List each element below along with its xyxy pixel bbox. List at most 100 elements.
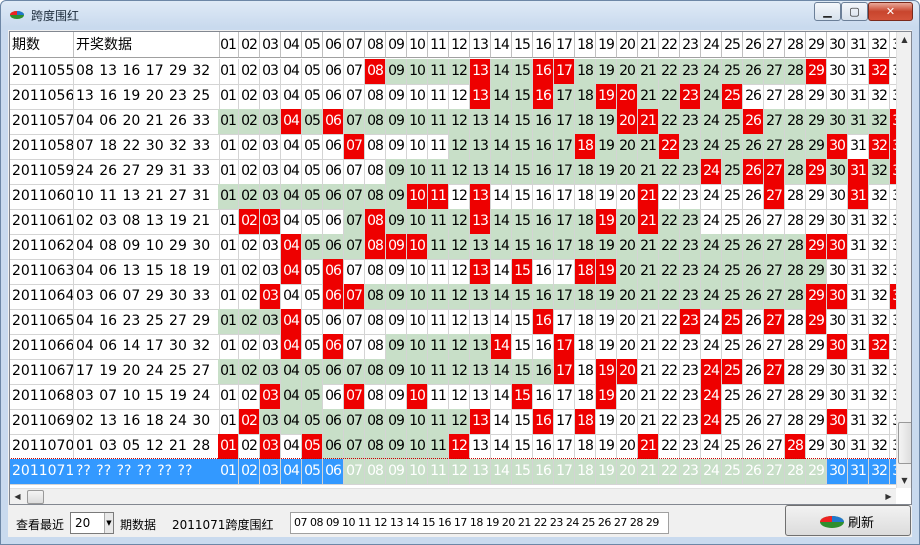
header-number[interactable]: 12 xyxy=(449,32,470,58)
close-button[interactable]: ✕ xyxy=(868,2,913,21)
header-number[interactable]: 02 xyxy=(239,32,260,58)
header-number[interactable]: 32 xyxy=(869,32,890,58)
header-number[interactable]: 31 xyxy=(848,32,869,58)
table-row-selected[interactable]: 2011071?? ?? ?? ?? ?? ?? 01 02 03 04 05 06 07 08… xyxy=(10,458,911,485)
table-row[interactable]: 2011069 02 13 16 18 24 30 01 02 03 04 05 06 07 08… xyxy=(10,409,911,435)
header-number[interactable]: 04 xyxy=(281,32,302,58)
table-row[interactable]: 2011065 04 16 23 25 27 29 01 02 03 04 05 06 07 08… xyxy=(10,309,911,335)
header-number[interactable]: 13 xyxy=(470,32,491,58)
result-numbers-field[interactable]: 07 08 09 10 11 12 13 14 15 16 17 18 19 2… xyxy=(290,512,669,534)
number-cell-hit: 24 xyxy=(701,359,722,385)
number-cell: 29 xyxy=(806,109,827,135)
client-area: 期数 开奖数据 01 02 03 04 05 06 07 08 09 10 11 12 13 14 15 16… xyxy=(8,30,912,537)
number-cell: 09 xyxy=(386,109,407,135)
number-cell: 03 xyxy=(260,184,281,210)
period-cell: 2011065 xyxy=(10,309,74,335)
table-row[interactable]: 2011055 08 13 16 17 29 32 01 02 03 04 05 06 07 08… xyxy=(10,59,911,85)
number-cell: 03 xyxy=(260,59,281,85)
header-number[interactable]: 17 xyxy=(554,32,575,58)
number-cell: 31 xyxy=(848,234,869,260)
number-cell-hit: 27 xyxy=(764,184,785,210)
number-cell: 24 xyxy=(701,309,722,335)
horizontal-scrollbar[interactable]: ◀ ▶ xyxy=(10,488,896,504)
number-cell: 06 xyxy=(323,84,344,110)
number-cell: 11 xyxy=(428,359,449,385)
header-number[interactable]: 28 xyxy=(785,32,806,58)
scroll-left-icon[interactable]: ◀ xyxy=(14,492,21,501)
header-number[interactable]: 23 xyxy=(680,32,701,58)
header-number[interactable]: 05 xyxy=(302,32,323,58)
header-number[interactable]: 30 xyxy=(827,32,848,58)
vertical-scroll-thumb[interactable] xyxy=(898,422,911,464)
header-period[interactable]: 期数 xyxy=(10,32,74,58)
data-grid[interactable]: 期数 开奖数据 01 02 03 04 05 06 07 08 09 10 11 12 13 14 15 16… xyxy=(9,31,912,505)
table-row[interactable]: 2011061 02 03 08 13 19 21 01 02 03 04 05 06 07 08… xyxy=(10,209,911,235)
table-row[interactable]: 2011070 01 03 05 12 21 28 01 02 03 04 05 06 07 08… xyxy=(10,434,911,460)
scroll-up-icon[interactable]: ▲ xyxy=(901,35,908,44)
number-cell: 29 xyxy=(806,134,827,160)
header-number[interactable]: 07 xyxy=(344,32,365,58)
number-cell: 30 xyxy=(827,209,848,235)
header-number[interactable]: 06 xyxy=(323,32,344,58)
scroll-down-icon[interactable]: ▼ xyxy=(901,476,908,485)
header-number[interactable]: 20 xyxy=(617,32,638,58)
header-draw[interactable]: 开奖数据 xyxy=(73,32,220,58)
number-cell: 31 xyxy=(848,284,869,310)
header-number[interactable]: 27 xyxy=(764,32,785,58)
maximize-button[interactable]: ▢ xyxy=(841,2,868,21)
header-number[interactable]: 09 xyxy=(386,32,407,58)
table-row[interactable]: 2011068 03 07 10 15 19 24 01 02 03 04 05 06 07 08… xyxy=(10,384,911,410)
number-cell: 13 xyxy=(470,109,491,135)
number-cell-hit: 25 xyxy=(722,359,743,385)
number-cell: 21 xyxy=(638,234,659,260)
table-row[interactable]: 2011067 17 19 20 24 25 27 01 02 03 04 05 06 07 08… xyxy=(10,359,911,385)
number-cell: 27 xyxy=(764,109,785,135)
vertical-scrollbar[interactable]: ▲ ▼ xyxy=(896,32,911,488)
table-row[interactable]: 2011057 04 06 20 21 26 33 01 02 03 04 05 06 07 08… xyxy=(10,109,911,135)
table-row[interactable]: 2011063 04 06 13 15 18 19 01 02 03 04 05 06 07 08… xyxy=(10,259,911,285)
dropdown-arrow-icon[interactable]: ▼ xyxy=(104,513,113,533)
header-number[interactable]: 25 xyxy=(722,32,743,58)
table-row[interactable]: 2011066 04 06 14 17 30 32 01 02 03 04 05 06 07 08… xyxy=(10,334,911,360)
header-number[interactable]: 24 xyxy=(701,32,722,58)
number-cell: 03 xyxy=(260,409,281,435)
table-row[interactable]: 2011062 04 08 09 10 29 30 01 02 03 04 05 06 07 08… xyxy=(10,234,911,260)
header-number[interactable]: 08 xyxy=(365,32,386,58)
number-cell: 21 xyxy=(638,459,659,485)
header-number[interactable]: 16 xyxy=(533,32,554,58)
number-cell: 15 xyxy=(512,234,533,260)
header-number[interactable]: 14 xyxy=(491,32,512,58)
header-number[interactable]: 01 xyxy=(218,32,239,58)
number-cell: 19 xyxy=(596,134,617,160)
header-number[interactable]: 15 xyxy=(512,32,533,58)
number-cell: 14 xyxy=(491,459,512,485)
number-cell: 09 xyxy=(386,309,407,335)
minimize-button[interactable]: ▁ xyxy=(814,2,841,21)
number-cell: 16 xyxy=(533,334,554,360)
recent-label: 查看最近 xyxy=(16,518,65,532)
number-cell-hit: 13 xyxy=(470,59,491,85)
table-row[interactable]: 2011060 10 11 13 21 27 31 01 02 03 04 05 06 07 08… xyxy=(10,184,911,210)
table-row[interactable]: 2011064 03 06 07 29 30 33 01 02 03 04 05 06 07 08… xyxy=(10,284,911,310)
header-number[interactable]: 19 xyxy=(596,32,617,58)
header-number[interactable]: 11 xyxy=(428,32,449,58)
header-number[interactable]: 10 xyxy=(407,32,428,58)
header-number[interactable]: 22 xyxy=(659,32,680,58)
table-row[interactable]: 2011058 07 18 22 30 32 33 01 02 03 04 05 06 07 08… xyxy=(10,134,911,160)
table-row[interactable]: 2011059 24 26 27 29 31 33 01 02 03 04 05 06 07 08… xyxy=(10,159,911,185)
header-number[interactable]: 21 xyxy=(638,32,659,58)
horizontal-scroll-thumb[interactable] xyxy=(27,490,44,504)
number-cell: 22 xyxy=(659,159,680,185)
refresh-button[interactable]: 刷新 xyxy=(785,505,911,536)
number-cell: 16 xyxy=(533,234,554,260)
header-number[interactable]: 03 xyxy=(260,32,281,58)
number-cell: 10 xyxy=(407,259,428,285)
number-cell: 31 xyxy=(848,359,869,385)
number-cell: 01 xyxy=(218,84,239,110)
scroll-right-icon[interactable]: ▶ xyxy=(885,492,892,501)
header-number[interactable]: 18 xyxy=(575,32,596,58)
header-number[interactable]: 29 xyxy=(806,32,827,58)
recent-count-select[interactable]: 20 ▼ xyxy=(70,512,114,534)
header-number[interactable]: 26 xyxy=(743,32,764,58)
table-row[interactable]: 2011056 13 16 19 20 23 25 01 02 03 04 05 06 07 08… xyxy=(10,84,911,110)
